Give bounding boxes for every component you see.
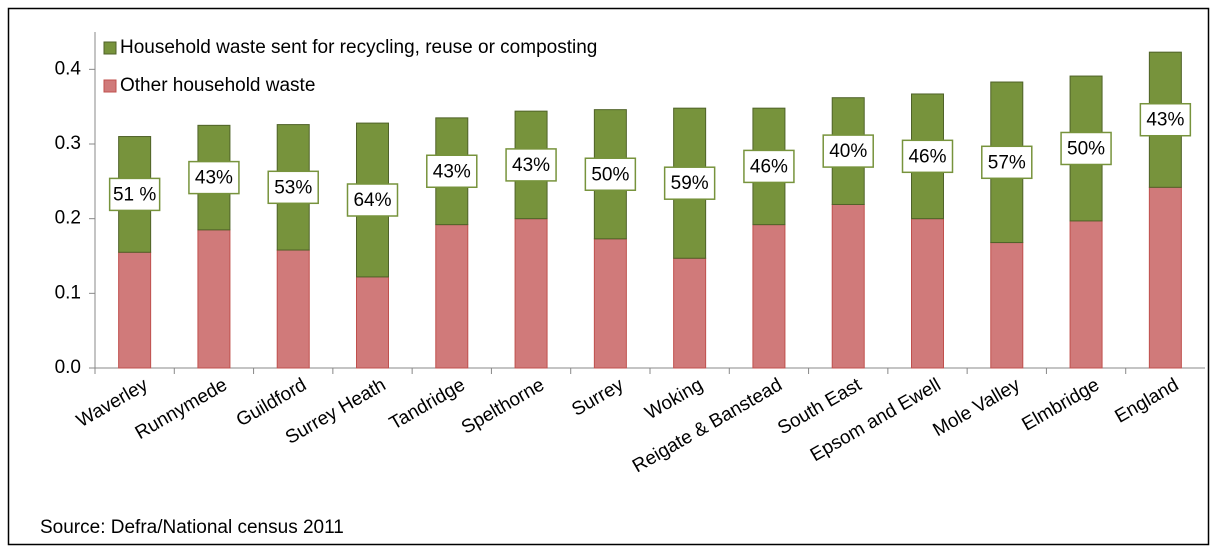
legend-label: Other household waste — [120, 75, 315, 96]
bar-segment — [911, 218, 944, 369]
legend-label: Household waste sent for recycling, reus… — [120, 37, 597, 58]
data-label: 59% — [671, 173, 709, 194]
bar-segment — [197, 229, 231, 369]
data-label: 46% — [908, 146, 946, 167]
data-label: 46% — [750, 156, 788, 177]
label-box — [1060, 131, 1112, 166]
bar-segment — [514, 218, 548, 369]
bar-segment — [118, 251, 152, 369]
label-box — [505, 148, 557, 182]
y-tick-label: 0.4 — [55, 58, 82, 79]
bar-segment — [356, 276, 389, 369]
bar-segment — [1148, 186, 1182, 369]
bar-segment — [1069, 220, 1103, 369]
label-box — [901, 139, 954, 174]
data-label: 43% — [1146, 110, 1184, 131]
data-label: 64% — [353, 190, 391, 211]
bar-segment — [831, 203, 865, 369]
label-box — [822, 134, 874, 168]
data-label: 51 % — [113, 184, 156, 205]
bar-segment — [435, 224, 469, 369]
data-label: 43% — [433, 161, 471, 182]
data-label: 57% — [988, 152, 1026, 173]
y-tick-label: 0.0 — [55, 357, 81, 378]
y-tick-label: 0.2 — [55, 208, 81, 229]
data-label: 50% — [591, 164, 629, 185]
label-box — [108, 177, 161, 212]
label-box — [426, 154, 478, 189]
legend-swatch — [103, 79, 117, 93]
data-label: 43% — [512, 155, 550, 176]
label-box — [584, 157, 637, 191]
label-box — [981, 145, 1033, 180]
bar-segment — [593, 238, 627, 369]
bar-segment — [990, 242, 1024, 369]
data-label: 53% — [274, 177, 312, 198]
data-label: 50% — [1067, 138, 1105, 159]
label-box — [663, 166, 716, 200]
label-box — [188, 160, 240, 195]
y-tick-label: 0.1 — [55, 282, 81, 303]
data-label: 43% — [195, 168, 233, 189]
bar-segment — [276, 249, 310, 369]
source-note: Source: Defra/National census 2011 — [40, 517, 344, 538]
label-box — [267, 170, 319, 205]
data-label: 40% — [829, 141, 867, 162]
bar-segment — [752, 224, 786, 369]
y-tick-label: 0.3 — [55, 133, 81, 154]
label-box — [346, 183, 399, 217]
legend-swatch — [103, 41, 117, 55]
label-box — [1139, 102, 1192, 137]
bar-segment — [673, 257, 707, 369]
label-box — [743, 149, 795, 184]
